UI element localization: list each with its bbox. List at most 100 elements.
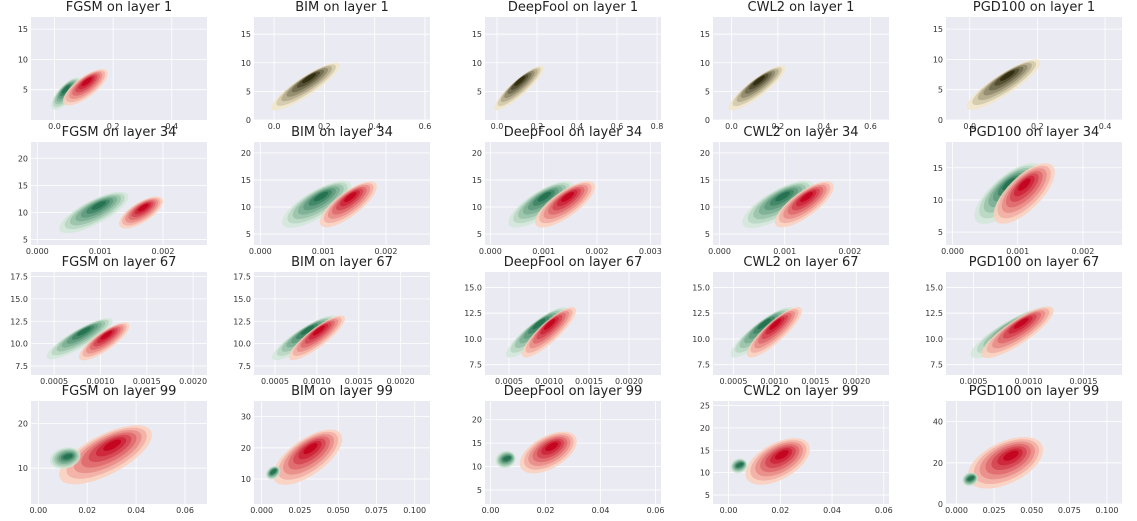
x-tick-label: 0.0015 [345,377,373,386]
x-tick-label: 0.06 [875,506,893,515]
y-tick-label: 10 [18,464,28,473]
x-tick-label: 0.002 [152,247,175,256]
plot-area: 0.000 0.001 0.002 5 10 15 [933,142,1122,256]
y-tick-label: 5 [938,228,943,237]
subplot-r4-c2: BIM on layer 99 0.000 0.025 0.050 0.075 0.100… [241,384,430,515]
y-tick-label: 15 [933,25,943,34]
x-tick-label: 0.075 [365,506,388,515]
y-tick-label: 15 [472,439,482,448]
y-tick-label: 10.0 [692,335,710,344]
y-tick-label: 12.5 [692,309,710,318]
subplot-title: PGD100 on layer 34 [968,125,1100,140]
x-tick-label: 0.100 [403,506,426,515]
x-tick-label: 0.2 [318,122,331,131]
subplot-r2-c1: FGSM on layer 34 0.000 0.001 0.002 5 10 15 20 [18,125,207,256]
y-tick-label: 5 [705,491,710,500]
subplot-r4-c1: FGSM on layer 99 0.00 0.02 0.04 0.06 10 20 [18,384,207,515]
x-tick-label: 0.0020 [842,377,870,386]
y-tick-label: 15 [933,164,943,173]
x-tick-label: 0.0015 [575,377,603,386]
x-tick-label: 0.0005 [719,377,747,386]
x-tick-label: 0.0005 [40,377,68,386]
x-tick-label: 0.000 [26,247,49,256]
plot-background [713,272,889,375]
overlap-density-level [999,70,1015,81]
subplot-r3-c1: FGSM on layer 67 0.0005 0.0010 0.0015 0.0020… [10,255,207,386]
x-tick-label: 0.06 [647,506,665,515]
adversarial-density-level [774,450,789,460]
adversarial-density-level [103,439,122,451]
x-tick-label: 0.0 [491,122,504,131]
x-tick-label: 0.00 [720,506,738,515]
y-tick-label: 15 [472,30,482,39]
subplot-title: DeepFool on layer 67 [503,255,643,270]
y-tick-label: 10 [241,59,251,68]
x-tick-label: 0.4 [571,122,584,131]
adversarial-density-level [1013,318,1029,329]
y-tick-label: 0 [938,116,943,125]
y-tick-label: 0 [705,116,710,125]
y-tick-label: 10 [241,475,251,484]
x-tick-label: 0.025 [983,506,1006,515]
y-tick-label: 20 [472,416,482,425]
clean-density-level [503,456,511,461]
y-tick-label: 0 [246,116,251,125]
y-tick-label: 10.0 [233,340,251,349]
plot-background [485,401,661,504]
y-tick-label: 15 [18,181,28,190]
y-tick-label: 10.0 [10,340,28,349]
x-tick-label: 0.2 [771,122,784,131]
y-tick-label: 10.0 [925,335,943,344]
x-tick-label: 0.025 [288,506,311,515]
x-tick-label: 0.0 [268,122,281,131]
plot-area: 0.000 0.025 0.050 0.075 0.100 0 20 40 [933,401,1122,515]
y-tick-label: 10.0 [464,335,482,344]
subplot-r3-c3: DeepFool on layer 67 0.0005 0.0010 0.0015 0.… [464,255,661,386]
subplot-title: BIM on layer 1 [295,0,389,15]
x-tick-label: 0.000 [479,247,502,256]
y-tick-label: 12.5 [464,309,482,318]
plot-area: 0.000 0.001 0.002 5 10 15 20 [18,142,207,256]
y-tick-label: 20 [700,149,710,158]
y-tick-label: 5 [23,86,28,95]
y-tick-label: 15 [700,176,710,185]
x-tick-label: 0.0020 [615,377,643,386]
plot-area: 0.0 0.2 0.4 5 10 15 [18,17,207,131]
y-tick-label: 5 [938,86,943,95]
x-tick-label: 0.000 [249,247,272,256]
subplot-r3-c2: BIM on layer 67 0.0005 0.0010 0.0015 0.0020 7… [233,255,430,386]
x-tick-label: 0.000 [945,506,968,515]
y-tick-label: 15 [700,30,710,39]
overlap-density-level [301,73,317,84]
x-tick-label: 0.04 [592,506,610,515]
x-tick-label: 0.0 [963,122,976,131]
adversarial-density-level [137,203,149,212]
x-tick-label: 0.000 [250,506,273,515]
clean-density-level [537,191,552,202]
overlap-density-level [752,75,766,86]
x-tick-label: 0.0005 [261,377,289,386]
x-tick-label: 0.0015 [1070,377,1098,386]
x-tick-label: 0.002 [1071,247,1094,256]
x-tick-label: 0.001 [532,247,555,256]
subplot-r1-c2: BIM on layer 1 0.0 0.2 0.4 0.6 0 5 10 15 [241,0,432,131]
plot-area: 0.000 0.001 0.002 5 10 15 20 [700,142,889,256]
y-tick-label: 7.5 [930,361,943,370]
x-tick-label: 0.050 [327,506,350,515]
y-tick-label: 20 [18,154,28,163]
x-tick-label: 0.4 [368,122,381,131]
subplot-title: FGSM on layer 1 [65,0,173,15]
clean-density-level [61,85,70,94]
clean-density-level [967,476,975,481]
clean-density-level [300,325,315,335]
x-tick-label: 0.003 [639,247,662,256]
y-tick-label: 40 [933,418,943,427]
x-tick-label: 0.02 [537,506,555,515]
plot-area: 0.0005 0.0010 0.0015 0.0020 7.5 10.0 12.5 15.0 1… [10,272,207,386]
x-tick-label: 0.0010 [86,377,114,386]
subplot-title: CWL2 on layer 99 [743,384,859,399]
y-tick-label: 10 [472,59,482,68]
x-tick-label: 0.4 [818,122,831,131]
x-tick-label: 0.0 [48,122,61,131]
x-tick-label: 0.002 [838,247,861,256]
